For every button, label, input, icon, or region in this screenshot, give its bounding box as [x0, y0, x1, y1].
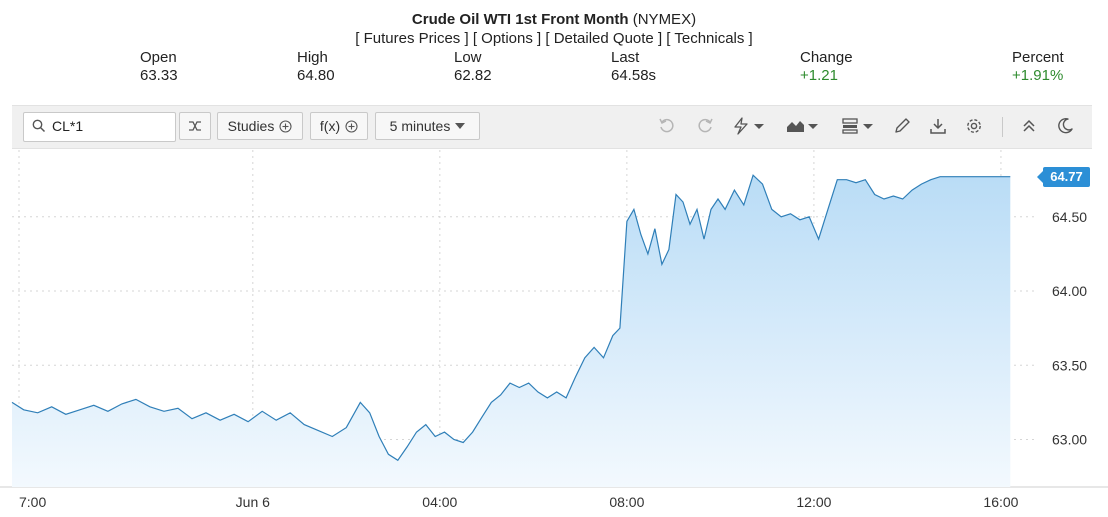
chart-toolbar: CL*1 Studies f(x) 5 minutes — [12, 105, 1092, 149]
stat-low: Low 62.82 — [454, 49, 492, 85]
stat-label: Open — [140, 49, 177, 66]
plus-circle-icon — [345, 119, 358, 133]
studies-label: Studies — [227, 118, 275, 134]
shuffle-icon — [189, 121, 201, 131]
undo-icon[interactable] — [658, 117, 676, 135]
link-technicals[interactable]: [ Technicals ] — [666, 30, 753, 47]
symbol-value: CL*1 — [52, 118, 84, 134]
search-icon — [32, 119, 46, 133]
x-tick-label: Jun 6 — [236, 494, 270, 510]
stat-value: +1.91% — [1012, 67, 1064, 84]
moon-icon[interactable] — [1056, 117, 1074, 135]
stat-label: Change — [800, 49, 853, 66]
y-tick-label: 64.50 — [1052, 209, 1087, 225]
last-price-tag: 64.77 — [1037, 167, 1090, 187]
fx-label: f(x) — [319, 118, 341, 134]
y-tick-label: 63.50 — [1052, 357, 1087, 373]
area-chart-icon[interactable] — [786, 117, 820, 135]
x-tick-label: 16:00 — [983, 494, 1018, 510]
chevron-down-icon — [455, 123, 466, 129]
stat-high: High 64.80 — [297, 49, 335, 85]
fx-button[interactable]: f(x) — [310, 112, 368, 140]
pencil-icon[interactable] — [893, 117, 911, 135]
x-tick-label: 08:00 — [609, 494, 644, 510]
stat-value: 64.80 — [297, 67, 335, 84]
stat-percent: Percent +1.91% — [1012, 49, 1064, 85]
stat-open: Open 63.33 — [140, 49, 178, 85]
page-title: Crude Oil WTI 1st Front Month (NYMEX) — [0, 11, 1108, 28]
y-tick-label: 64.00 — [1052, 283, 1087, 299]
quote-links: [ Futures Prices ] [ Options ] [ Detaile… — [0, 30, 1108, 47]
x-tick-label: 12:00 — [796, 494, 831, 510]
stat-label: Percent — [1012, 49, 1064, 66]
link-options[interactable]: [ Options ] — [472, 30, 542, 47]
compare-button[interactable] — [179, 112, 211, 140]
x-tick-label: 7:00 — [19, 494, 46, 510]
toolbar-divider — [1002, 117, 1003, 137]
interval-label: 5 minutes — [389, 118, 451, 134]
link-detailed-quote[interactable]: [ Detailed Quote ] — [545, 30, 663, 47]
y-tick-label: 63.00 — [1052, 431, 1087, 447]
studies-button[interactable]: Studies — [217, 112, 303, 140]
lightning-icon[interactable] — [732, 117, 766, 135]
stat-value: +1.21 — [800, 67, 838, 84]
x-axis: 7:00 Jun 6 04:00 08:00 12:00 16:00 — [19, 494, 1019, 510]
stat-label: High — [297, 49, 328, 66]
link-futures-prices[interactable]: [ Futures Prices ] — [355, 30, 469, 47]
plus-circle-icon — [279, 119, 292, 133]
layout-icon[interactable] — [841, 117, 875, 135]
y-axis: 64.50 64.00 63.50 63.00 — [1052, 209, 1087, 448]
stat-value: 64.58s — [611, 67, 657, 84]
interval-select[interactable]: 5 minutes — [375, 112, 480, 140]
stat-last: Last 64.58s — [611, 49, 656, 85]
price-chart[interactable]: 64.50 64.00 63.50 63.00 7:00 Jun 6 04:00 08:00… — [0, 148, 1108, 517]
price-line — [11, 174, 1011, 462]
stat-value: 62.82 — [454, 67, 492, 84]
price-area — [12, 175, 1011, 487]
stat-change: Change +1.21 — [800, 49, 853, 85]
download-icon[interactable] — [929, 117, 947, 135]
title-name: Crude Oil WTI 1st Front Month — [411, 11, 629, 28]
symbol-search-input[interactable]: CL*1 — [23, 112, 176, 142]
title-exchange: (NYMEX) — [632, 11, 697, 28]
collapse-icon[interactable] — [1020, 117, 1038, 135]
x-tick-label: 04:00 — [422, 494, 457, 510]
gear-icon[interactable] — [965, 117, 983, 135]
stat-label: Last — [611, 49, 640, 66]
stat-label: Low — [454, 49, 482, 66]
redo-icon[interactable] — [696, 117, 714, 135]
stat-value: 63.33 — [140, 67, 178, 84]
